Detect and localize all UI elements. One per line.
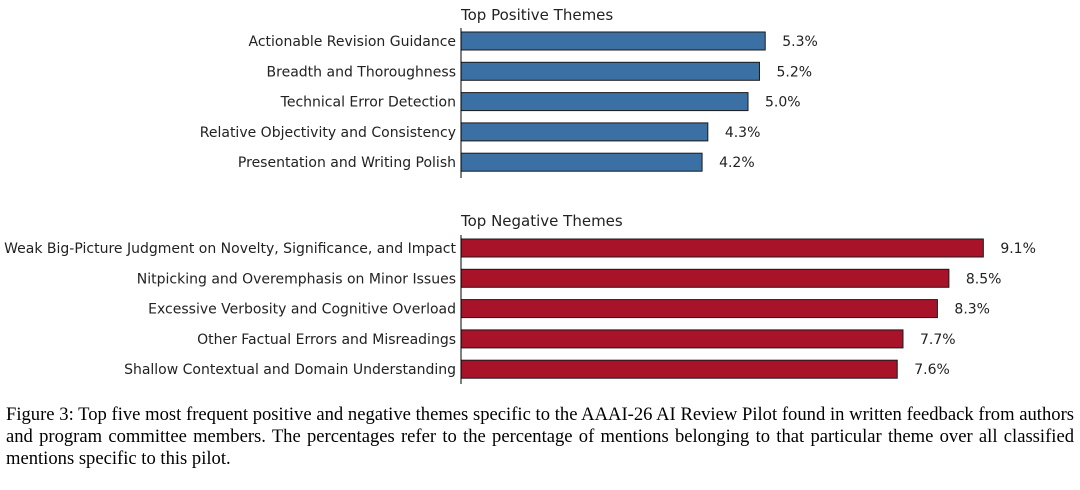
positive-category-label: Technical Error Detection — [280, 95, 456, 111]
negative-value-label: 7.7% — [920, 332, 956, 348]
positive-bar — [460, 122, 709, 142]
negative-bar — [460, 329, 904, 349]
positive-category-label: Actionable Revision Guidance — [249, 34, 456, 50]
positive-bar — [460, 61, 760, 81]
negative-bar — [460, 299, 938, 319]
negative-category-label: Weak Big-Picture Judgment on Novelty, Si… — [4, 241, 456, 257]
positive-category-label: Relative Objectivity and Consistency — [200, 125, 456, 141]
positive-category-label: Presentation and Writing Polish — [238, 155, 456, 171]
negative-bar — [460, 268, 950, 288]
negative-category-label: Other Factual Errors and Misreadings — [197, 332, 456, 348]
negative-value-label: 8.5% — [966, 271, 1002, 287]
positive-value-label: 5.2% — [776, 64, 812, 80]
negative-value-label: 8.3% — [954, 302, 990, 318]
positive-value-label: 4.3% — [725, 125, 761, 141]
positive-value-label: 5.3% — [782, 34, 818, 50]
positive-bar — [460, 152, 703, 172]
negative-value-label: 9.1% — [1000, 241, 1036, 257]
negative-category-label: Excessive Verbosity and Cognitive Overlo… — [148, 302, 456, 318]
positive-bar — [460, 92, 749, 112]
positive-category-label: Breadth and Thoroughness — [267, 64, 456, 80]
positive-value-label: 4.2% — [719, 155, 755, 171]
negative-chart-title: Top Negative Themes — [460, 212, 623, 230]
negative-bar — [460, 238, 984, 258]
positive-chart-title: Top Positive Themes — [460, 6, 613, 24]
negative-category-label: Nitpicking and Overemphasis on Minor Iss… — [137, 271, 456, 287]
positive-value-label: 5.0% — [765, 95, 801, 111]
positive-bar — [460, 31, 766, 51]
figure-caption: Figure 3: Top five most frequent positiv… — [6, 404, 1074, 469]
negative-category-label: Shallow Contextual and Domain Understand… — [124, 362, 456, 378]
negative-value-label: 7.6% — [914, 362, 950, 378]
negative-bar — [460, 359, 898, 379]
